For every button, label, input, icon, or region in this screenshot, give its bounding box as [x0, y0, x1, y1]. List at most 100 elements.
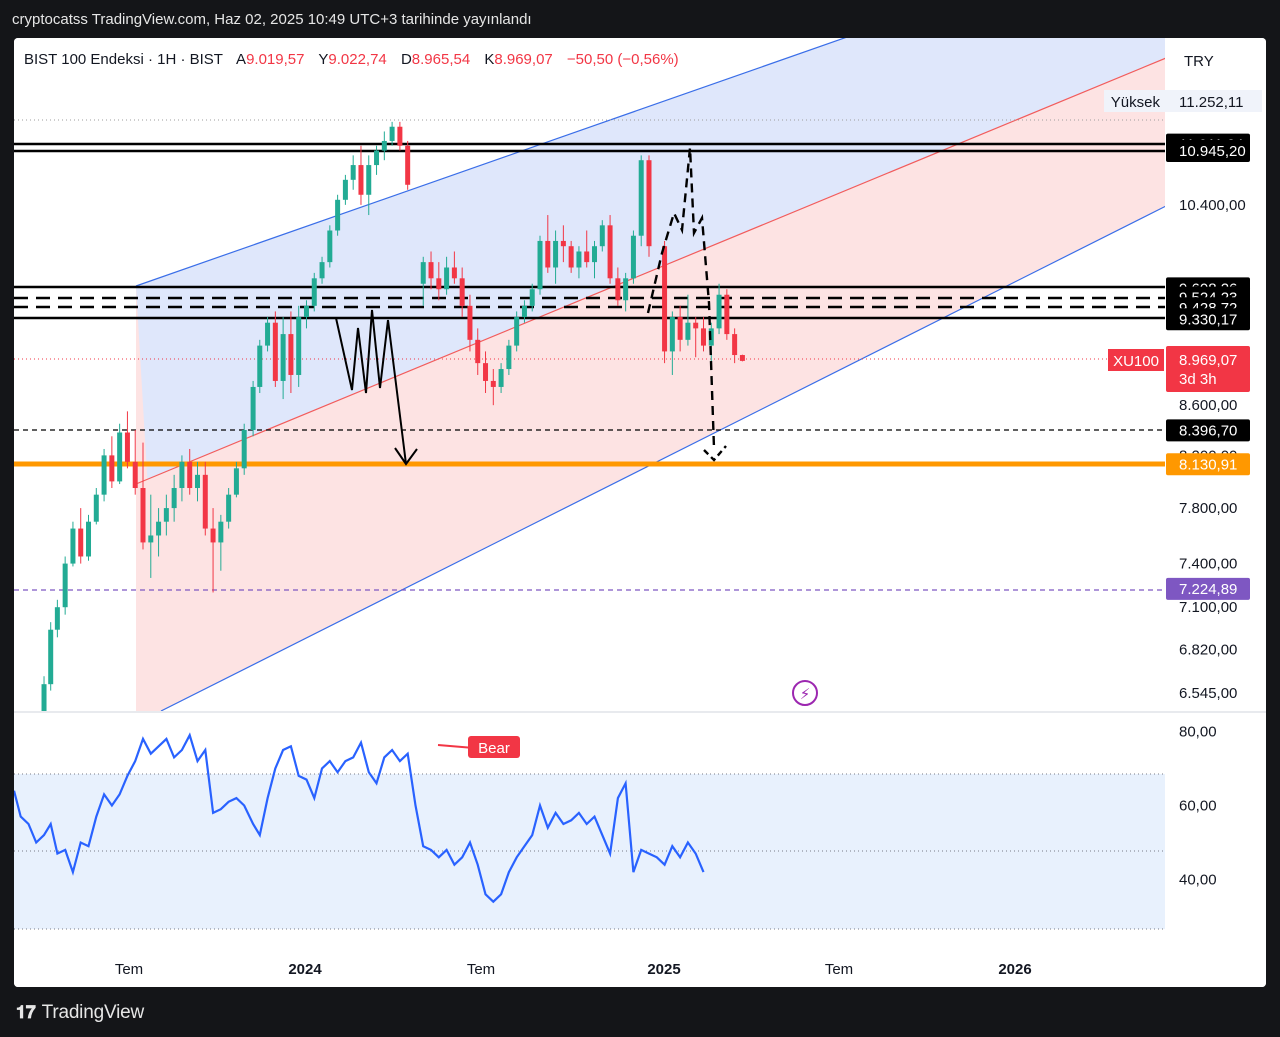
candle-body[interactable]: [194, 474, 200, 489]
candle-body[interactable]: [350, 165, 356, 180]
candle-body[interactable]: [250, 386, 256, 430]
candle-body[interactable]: [607, 225, 613, 279]
candle-body[interactable]: [444, 267, 450, 290]
candle-body[interactable]: [553, 240, 559, 268]
candle-body[interactable]: [187, 461, 193, 489]
candle-body[interactable]: [459, 278, 465, 306]
candle-body[interactable]: [280, 334, 286, 381]
candle-body[interactable]: [342, 179, 348, 200]
candle-body[interactable]: [374, 150, 380, 166]
candle-body[interactable]: [109, 455, 115, 482]
candle-body[interactable]: [693, 322, 699, 329]
candle-body[interactable]: [156, 521, 162, 536]
candle-body[interactable]: [490, 380, 496, 387]
candle-body[interactable]: [226, 494, 232, 522]
candle-body[interactable]: [389, 126, 395, 141]
candle-body[interactable]: [124, 432, 130, 462]
candle-body[interactable]: [272, 322, 278, 381]
bear-label[interactable]: Bear: [468, 736, 520, 758]
currency-label[interactable]: TRY: [1184, 53, 1214, 70]
candle-body[interactable]: [685, 322, 691, 340]
rsi-line[interactable]: [14, 732, 705, 904]
candle-body[interactable]: [475, 339, 481, 364]
candle-body[interactable]: [218, 521, 224, 543]
projection-dashed-path[interactable]: [646, 147, 716, 449]
candle-body[interactable]: [537, 240, 543, 290]
candle-body[interactable]: [319, 262, 325, 279]
channel-mid-line[interactable]: [135, 57, 1166, 485]
candle-body[interactable]: [630, 235, 636, 279]
candle-body[interactable]: [140, 488, 146, 543]
candle-body[interactable]: [584, 251, 590, 263]
candle-body[interactable]: [179, 461, 185, 489]
candle-body[interactable]: [467, 305, 473, 340]
channel-bottom-line[interactable]: [160, 205, 1166, 711]
candle-body[interactable]: [615, 278, 621, 301]
candle-body[interactable]: [241, 429, 247, 469]
candle-body[interactable]: [514, 317, 520, 346]
candle-body[interactable]: [101, 455, 107, 495]
candle-body[interactable]: [327, 230, 333, 263]
lightning-icon[interactable]: ⚡: [792, 680, 818, 706]
main-pane[interactable]: ⚡: [14, 38, 1166, 720]
candle-body[interactable]: [576, 251, 582, 268]
zigzag-drawing[interactable]: [335, 309, 389, 394]
price-axis[interactable]: TRY Yüksek 11.252,11 10.400,00 8.600,00 8.…: [1104, 53, 1262, 889]
candle-body[interactable]: [716, 294, 722, 329]
candle-body[interactable]: [78, 528, 84, 557]
candle-body[interactable]: [288, 334, 294, 375]
candle-body[interactable]: [117, 432, 123, 482]
chart-canvas[interactable]: ⚡ Bear 3Tem2024Tem2025Tem2026 BIST 100 E…: [14, 38, 1266, 987]
candle-body[interactable]: [506, 345, 512, 370]
candles[interactable]: [41, 121, 745, 720]
candle-body[interactable]: [638, 160, 644, 236]
candle-body[interactable]: [381, 140, 387, 151]
candle-body[interactable]: [428, 262, 434, 279]
candle-body[interactable]: [171, 488, 177, 509]
candle-body[interactable]: [41, 684, 47, 716]
candle-body[interactable]: [296, 317, 302, 375]
candle-body[interactable]: [599, 225, 605, 247]
channel-top-line[interactable]: [135, 38, 850, 287]
candle-body[interactable]: [623, 278, 629, 301]
candle-body[interactable]: [529, 289, 535, 306]
candle-body[interactable]: [483, 363, 489, 381]
candle-body[interactable]: [202, 474, 208, 529]
candle-body[interactable]: [62, 563, 68, 608]
rsi-pane[interactable]: [14, 732, 1166, 930]
candle-body[interactable]: [86, 521, 92, 557]
candle-body[interactable]: [677, 317, 683, 340]
tradingview-logo[interactable]: 𝟏𝟕 TradingView: [16, 1002, 144, 1024]
candle-body[interactable]: [592, 246, 598, 263]
candle-body[interactable]: [265, 322, 271, 346]
candle-body[interactable]: [210, 528, 216, 543]
candle-body[interactable]: [335, 199, 341, 231]
candle-body[interactable]: [436, 278, 442, 290]
candle-body[interactable]: [70, 528, 76, 564]
candle-body[interactable]: [739, 355, 745, 361]
candle-body[interactable]: [724, 294, 730, 335]
candle-body[interactable]: [568, 246, 574, 268]
candle-body[interactable]: [669, 317, 675, 352]
candle-body[interactable]: [366, 165, 372, 195]
candle-body[interactable]: [163, 508, 169, 522]
time-axis[interactable]: 3Tem2024Tem2025Tem2026: [14, 961, 1032, 978]
candle-body[interactable]: [521, 305, 527, 318]
candle-body[interactable]: [405, 145, 411, 185]
candle-body[interactable]: [257, 345, 263, 387]
candle-body[interactable]: [560, 240, 566, 247]
candle-body[interactable]: [93, 494, 99, 522]
chart-frame[interactable]: ⚡ Bear 3Tem2024Tem2025Tem2026 BIST 100 E…: [14, 38, 1266, 987]
candle-body[interactable]: [700, 328, 706, 346]
candle-body[interactable]: [397, 126, 403, 146]
candle-body[interactable]: [662, 246, 668, 352]
candle-body[interactable]: [233, 468, 239, 495]
candle-body[interactable]: [303, 305, 309, 318]
candle-body[interactable]: [54, 607, 60, 630]
candle-body[interactable]: [732, 334, 738, 356]
candle-body[interactable]: [545, 240, 551, 268]
candle-body[interactable]: [311, 278, 317, 306]
candle-body[interactable]: [420, 262, 426, 284]
candle-body[interactable]: [451, 267, 457, 279]
candle-body[interactable]: [646, 160, 652, 247]
